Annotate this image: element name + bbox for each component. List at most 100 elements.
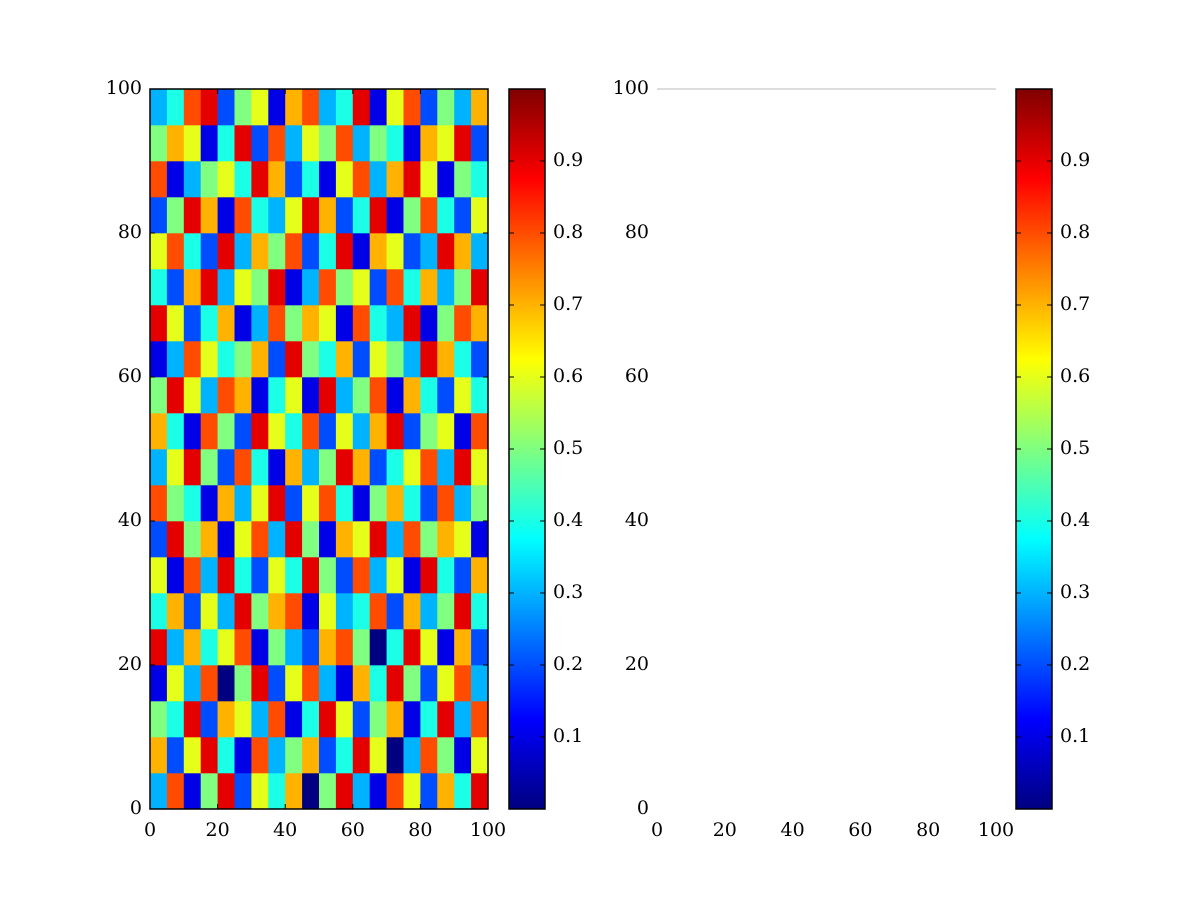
- heatmap-cell: [352, 629, 370, 666]
- heatmap-cell: [234, 665, 252, 702]
- heatmap-cell: [403, 341, 421, 378]
- heatmap-cell: [268, 125, 286, 162]
- heatmap-cell: [319, 593, 337, 630]
- heatmap-cell: [319, 485, 337, 522]
- heatmap-cell: [403, 701, 421, 738]
- heatmap-cell: [150, 629, 168, 666]
- heatmap-cell: [319, 305, 337, 342]
- heatmap-cell: [437, 701, 455, 738]
- heatmap-cell: [217, 701, 235, 738]
- heatmap-cell: [352, 377, 370, 414]
- heatmap-cell: [302, 593, 320, 630]
- heatmap-cell: [335, 557, 354, 594]
- heatmap-cell: [200, 89, 218, 126]
- heatmap-cell: [471, 161, 489, 198]
- heatmap-cell: [369, 521, 387, 558]
- heatmap-cell: [251, 773, 269, 810]
- heatmap-cell: [251, 737, 269, 774]
- x-tick-label: 20: [713, 819, 737, 841]
- heatmap-cell: [420, 629, 438, 666]
- heatmap-cell: [150, 449, 168, 486]
- heatmap-cell: [420, 521, 438, 558]
- x-tick-label: 20: [206, 819, 230, 841]
- heatmap-cell: [166, 701, 185, 738]
- heatmap-cell: [386, 701, 404, 738]
- heatmap-cell: [234, 197, 252, 234]
- heatmap-cell: [234, 773, 252, 810]
- heatmap-cell: [319, 125, 337, 162]
- heatmap-cell: [217, 557, 235, 594]
- heatmap-cell: [454, 161, 472, 198]
- heatmap-cell: [234, 629, 252, 666]
- heatmap-cell: [352, 197, 370, 234]
- heatmap-cell: [369, 341, 387, 378]
- heatmap-cell: [302, 233, 320, 270]
- colorbar-tick-label: 0.3: [1060, 581, 1090, 603]
- heatmap-cell: [437, 269, 455, 306]
- heatmap-cell: [437, 413, 455, 450]
- heatmap-cell: [302, 521, 320, 558]
- colorbar-tick-label: 0.8: [553, 221, 583, 243]
- heatmap-cell: [183, 89, 201, 126]
- heatmap-cell: [150, 377, 168, 414]
- heatmap-cell: [386, 521, 404, 558]
- heatmap-cell: [471, 701, 489, 738]
- heatmap-cell: [268, 557, 286, 594]
- heatmap-cell: [268, 413, 286, 450]
- colorbar-tick-label: 0.7: [553, 293, 583, 315]
- x-tick-label: 60: [341, 819, 365, 841]
- heatmap-cell: [420, 593, 438, 630]
- heatmap-cell: [352, 773, 370, 810]
- heatmap-cell: [183, 701, 201, 738]
- heatmap-cell: [352, 233, 370, 270]
- heatmap-cell: [285, 449, 303, 486]
- heatmap-cell: [319, 773, 337, 810]
- y-tick-label: 40: [118, 509, 142, 531]
- heatmap-cell: [471, 593, 489, 630]
- heatmap-cell: [285, 413, 303, 450]
- heatmap-cell: [217, 377, 235, 414]
- heatmap-cell: [420, 341, 438, 378]
- heatmap-cell: [183, 521, 201, 558]
- heatmap-cell: [217, 305, 235, 342]
- x-tick-label: 80: [916, 819, 940, 841]
- heatmap-cell: [200, 773, 218, 810]
- heatmap-cell: [285, 233, 303, 270]
- heatmap-cell: [437, 197, 455, 234]
- heatmap-cell: [150, 233, 168, 270]
- heatmap-cell: [166, 593, 185, 630]
- heatmap-cell: [471, 485, 489, 522]
- heatmap-cell: [268, 341, 286, 378]
- heatmap-cell: [150, 197, 168, 234]
- colorbar-tick-label: 0.2: [553, 653, 583, 675]
- y-tick-label: 20: [625, 653, 649, 675]
- heatmap-cell: [386, 593, 404, 630]
- heatmap-cell: [403, 305, 421, 342]
- axes-frame: [149, 88, 489, 810]
- colorbar-tick-label: 0.6: [553, 365, 583, 387]
- heatmap-cell: [251, 233, 269, 270]
- heatmap-cell: [268, 269, 286, 306]
- heatmap-cell: [183, 161, 201, 198]
- heatmap-cell: [234, 521, 252, 558]
- heatmap-cell: [150, 269, 168, 306]
- heatmap-cell: [302, 485, 320, 522]
- heatmap-cell: [335, 89, 354, 126]
- heatmap-cell: [302, 125, 320, 162]
- heatmap-cell: [386, 413, 404, 450]
- heatmap-cell: [403, 89, 421, 126]
- heatmap-cell: [166, 161, 185, 198]
- heatmap-cell: [268, 521, 286, 558]
- heatmap-cell: [200, 377, 218, 414]
- heatmap-cell: [437, 737, 455, 774]
- heatmap-cell: [454, 521, 472, 558]
- heatmap-cell: [352, 557, 370, 594]
- y-tick-label: 60: [625, 365, 649, 387]
- heatmap-cell: [471, 557, 489, 594]
- heatmap-cell: [285, 377, 303, 414]
- heatmap-cell: [352, 89, 370, 126]
- x-tick-label: 100: [470, 819, 506, 841]
- heatmap-cell: [420, 449, 438, 486]
- heatmap-cell: [420, 161, 438, 198]
- heatmap-cell: [200, 233, 218, 270]
